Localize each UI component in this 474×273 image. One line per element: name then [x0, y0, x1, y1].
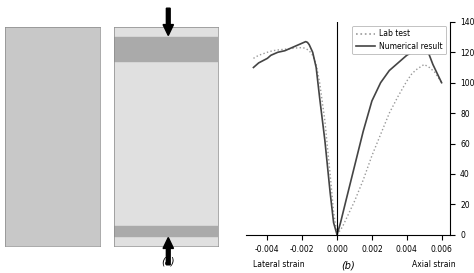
- Legend: Lab test, Numerical result: Lab test, Numerical result: [352, 26, 447, 54]
- Text: Axial strain: Axial strain: [412, 260, 456, 269]
- Bar: [114, 226, 218, 236]
- Text: (a): (a): [162, 257, 175, 267]
- Bar: [114, 37, 218, 61]
- Text: (b): (b): [341, 261, 356, 271]
- Text: Lateral strain: Lateral strain: [254, 260, 305, 269]
